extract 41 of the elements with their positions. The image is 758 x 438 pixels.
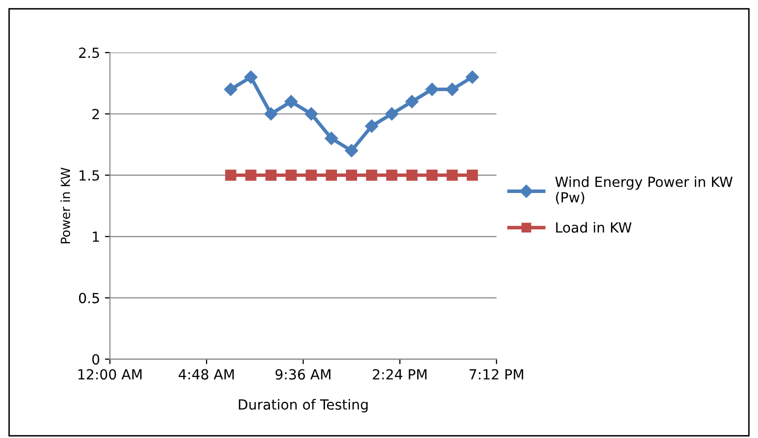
legend-label: Load in KW bbox=[556, 222, 632, 233]
point bbox=[466, 70, 479, 84]
y-axis-title: Power in KW bbox=[60, 168, 70, 244]
point bbox=[385, 107, 398, 120]
point bbox=[366, 170, 378, 181]
point bbox=[284, 95, 298, 108]
point bbox=[225, 170, 236, 181]
point bbox=[405, 95, 419, 108]
y-tick-label: 0.5 bbox=[79, 292, 99, 304]
point bbox=[306, 170, 317, 181]
point bbox=[304, 107, 318, 120]
point bbox=[265, 170, 277, 181]
legend-label: Wind Energy Power in KW (Pw) bbox=[555, 176, 733, 204]
x-tick-label: 9:36 AM bbox=[276, 369, 330, 380]
point bbox=[224, 82, 238, 96]
point bbox=[244, 70, 258, 84]
point bbox=[326, 170, 337, 181]
point bbox=[446, 82, 459, 96]
y-tick-label: 0 bbox=[92, 354, 100, 365]
point bbox=[406, 170, 418, 181]
point bbox=[466, 170, 478, 181]
point bbox=[426, 170, 438, 181]
point bbox=[264, 107, 278, 120]
point bbox=[245, 170, 256, 181]
point bbox=[446, 170, 458, 181]
point bbox=[365, 120, 378, 133]
y-tick-label: 1 bbox=[92, 232, 99, 242]
point bbox=[346, 170, 358, 181]
y-tick-label: 2 bbox=[92, 108, 99, 120]
point bbox=[425, 82, 439, 96]
point bbox=[286, 170, 297, 181]
x-axis-title: Duration of Testing bbox=[238, 398, 368, 412]
point bbox=[386, 170, 398, 181]
x-tick-label: 4:48 AM bbox=[178, 369, 234, 380]
y-tick-label: 2.5 bbox=[79, 48, 99, 58]
x-tick-label: 7:12 PM bbox=[470, 369, 524, 380]
x-tick-label: 12:00 AM bbox=[78, 369, 142, 380]
y-tick-label: 1.5 bbox=[80, 170, 99, 181]
point bbox=[344, 144, 358, 158]
point bbox=[324, 132, 338, 145]
x-tick-label: 2:24 PM bbox=[372, 369, 426, 380]
